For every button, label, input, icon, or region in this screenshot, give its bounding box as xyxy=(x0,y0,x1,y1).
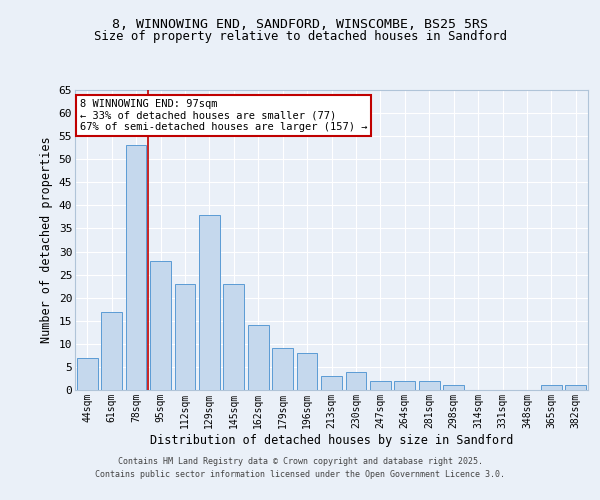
Bar xyxy=(346,372,367,390)
Bar xyxy=(77,358,98,390)
Bar xyxy=(370,381,391,390)
Bar xyxy=(150,261,171,390)
Bar xyxy=(541,386,562,390)
Bar xyxy=(199,214,220,390)
Bar xyxy=(565,386,586,390)
Bar xyxy=(101,312,122,390)
Text: Size of property relative to detached houses in Sandford: Size of property relative to detached ho… xyxy=(94,30,506,43)
Bar xyxy=(419,381,440,390)
Bar xyxy=(321,376,342,390)
Bar xyxy=(125,146,146,390)
X-axis label: Distribution of detached houses by size in Sandford: Distribution of detached houses by size … xyxy=(150,434,513,446)
Bar xyxy=(443,386,464,390)
Text: 8 WINNOWING END: 97sqm
← 33% of detached houses are smaller (77)
67% of semi-det: 8 WINNOWING END: 97sqm ← 33% of detached… xyxy=(80,99,368,132)
Bar xyxy=(175,284,196,390)
Text: Contains HM Land Registry data © Crown copyright and database right 2025.: Contains HM Land Registry data © Crown c… xyxy=(118,458,482,466)
Text: Contains public sector information licensed under the Open Government Licence 3.: Contains public sector information licen… xyxy=(95,470,505,479)
Bar xyxy=(248,326,269,390)
Bar xyxy=(272,348,293,390)
Text: 8, WINNOWING END, SANDFORD, WINSCOMBE, BS25 5RS: 8, WINNOWING END, SANDFORD, WINSCOMBE, B… xyxy=(112,18,488,30)
Bar xyxy=(394,381,415,390)
Bar xyxy=(296,353,317,390)
Bar xyxy=(223,284,244,390)
Y-axis label: Number of detached properties: Number of detached properties xyxy=(40,136,53,344)
